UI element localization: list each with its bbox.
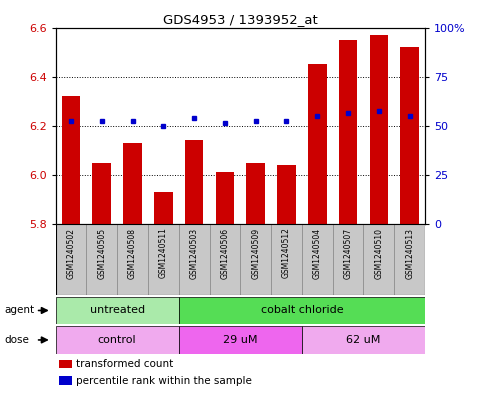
Text: GSM1240504: GSM1240504 xyxy=(313,228,322,279)
Text: agent: agent xyxy=(5,305,35,316)
Text: GSM1240503: GSM1240503 xyxy=(190,228,199,279)
Bar xyxy=(240,224,271,295)
Bar xyxy=(92,163,111,224)
Bar xyxy=(179,326,302,354)
Bar xyxy=(210,224,240,295)
Text: control: control xyxy=(98,335,136,345)
Text: dose: dose xyxy=(5,335,30,345)
Bar xyxy=(56,326,179,354)
Text: transformed count: transformed count xyxy=(76,359,173,369)
Bar xyxy=(271,224,302,295)
Bar xyxy=(185,141,203,224)
Text: GSM1240506: GSM1240506 xyxy=(220,228,229,279)
Text: GSM1240513: GSM1240513 xyxy=(405,228,414,279)
Bar xyxy=(277,165,296,224)
Bar xyxy=(117,224,148,295)
Bar xyxy=(123,143,142,224)
Bar xyxy=(302,326,425,354)
Bar xyxy=(369,35,388,224)
Text: GSM1240512: GSM1240512 xyxy=(282,228,291,278)
Bar xyxy=(400,47,419,224)
Bar xyxy=(333,224,364,295)
Bar xyxy=(148,224,179,295)
Bar xyxy=(86,224,117,295)
Bar xyxy=(364,224,394,295)
Title: GDS4953 / 1393952_at: GDS4953 / 1393952_at xyxy=(163,13,318,26)
Bar xyxy=(59,376,72,385)
Text: 62 uM: 62 uM xyxy=(346,335,381,345)
Text: GSM1240502: GSM1240502 xyxy=(67,228,75,279)
Text: GSM1240505: GSM1240505 xyxy=(97,228,106,279)
Bar xyxy=(246,163,265,224)
Bar xyxy=(56,224,86,295)
Text: cobalt chloride: cobalt chloride xyxy=(260,305,343,316)
Bar xyxy=(179,224,210,295)
Text: 29 uM: 29 uM xyxy=(223,335,257,345)
Text: untreated: untreated xyxy=(89,305,145,316)
Text: GSM1240507: GSM1240507 xyxy=(343,228,353,279)
Text: GSM1240511: GSM1240511 xyxy=(159,228,168,278)
Bar xyxy=(59,360,72,368)
Bar xyxy=(339,40,357,224)
Bar xyxy=(56,297,179,324)
Text: percentile rank within the sample: percentile rank within the sample xyxy=(76,376,252,386)
Text: GSM1240510: GSM1240510 xyxy=(374,228,384,279)
Text: GSM1240509: GSM1240509 xyxy=(251,228,260,279)
Bar xyxy=(302,224,333,295)
Bar xyxy=(179,297,425,324)
Bar xyxy=(308,64,327,224)
Bar xyxy=(154,192,172,224)
Bar xyxy=(394,224,425,295)
Text: GSM1240508: GSM1240508 xyxy=(128,228,137,279)
Bar xyxy=(215,173,234,224)
Bar xyxy=(62,96,80,224)
